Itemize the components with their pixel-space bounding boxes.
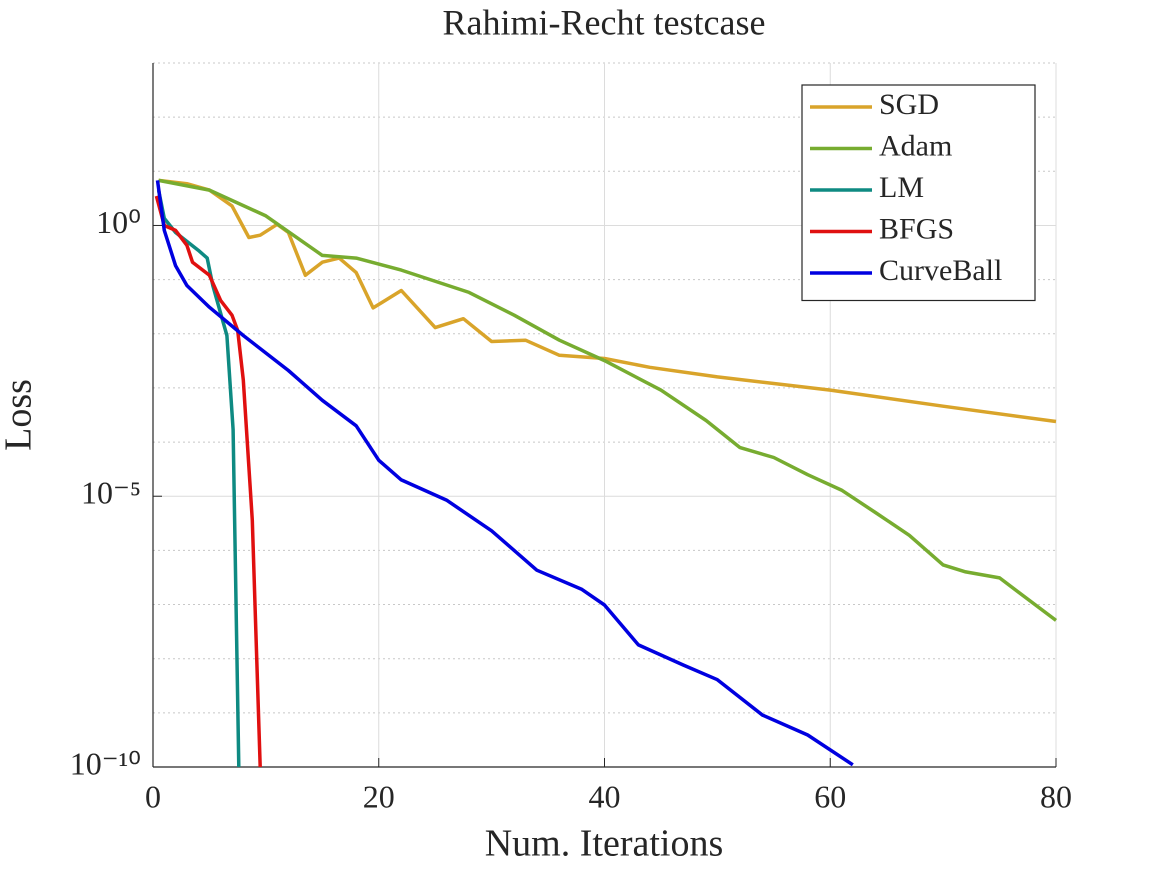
x-tick-label: 0 [145,778,161,814]
chart-title: Rahimi-Recht testcase [443,2,766,42]
y-tick-label: 10⁰ [96,204,141,240]
legend-label: CurveBall [879,254,1002,287]
series-line [158,178,1058,622]
series-line [158,178,1057,424]
x-axis-label: Num. Iterations [485,823,724,865]
legend-label: LM [879,171,924,204]
x-tick-label: 20 [363,778,395,814]
series-line [155,180,854,767]
x-tick-label: 80 [1040,778,1072,814]
y-tick-label: 10⁻¹⁰ [70,745,141,781]
legend-label: BFGS [879,212,954,245]
x-tick-label: 40 [589,778,621,814]
series-line [154,195,262,768]
y-tick-label: 10⁻⁵ [81,475,141,511]
legend-label: Adam [879,129,952,162]
series-line [156,189,241,768]
legend: SGD Adam LM BFGS CurveBall [801,84,1036,302]
legend-box [801,84,1036,302]
x-tick-label: 60 [814,778,846,814]
legend-label: SGD [879,88,939,121]
y-axis-label: Loss [0,379,40,451]
